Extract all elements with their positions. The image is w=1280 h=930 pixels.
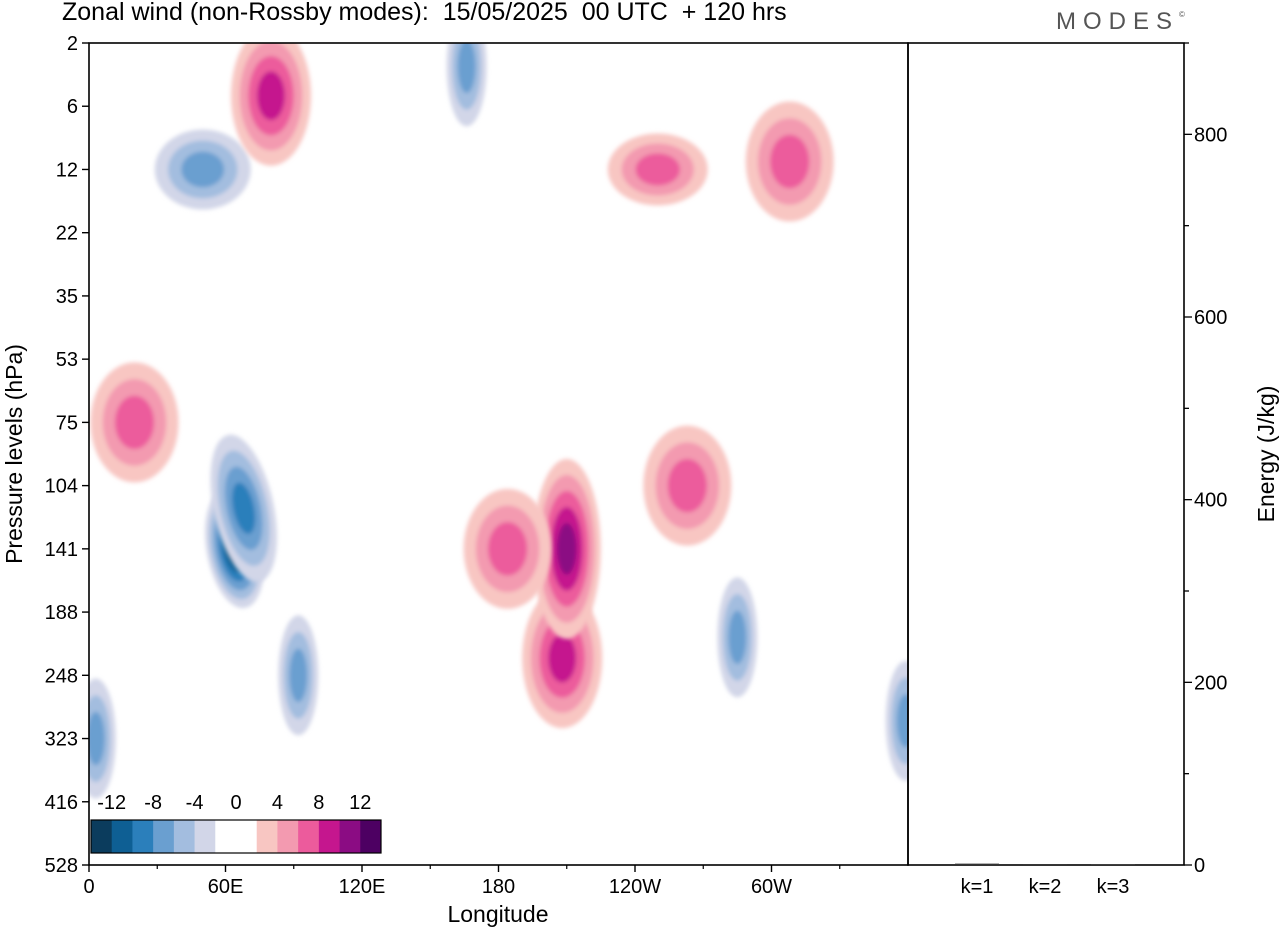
- contour-feature: [446, 43, 487, 127]
- colorbar-swatch: [236, 820, 258, 853]
- contour-feature: [607, 133, 708, 206]
- x-tick-label: 60E: [208, 876, 244, 898]
- contour-feature: [278, 615, 319, 736]
- contour-feature: [532, 458, 601, 639]
- energy-category-label: k=1: [961, 876, 994, 898]
- colorbar-frame: [90, 819, 382, 854]
- contour-feature: [210, 434, 277, 582]
- contour-band: [667, 458, 707, 513]
- energy-category-label: k=2: [1029, 876, 1062, 898]
- colorbar-swatch: [256, 820, 278, 853]
- colorbar-swatch: [173, 820, 196, 853]
- contour-band: [635, 153, 680, 186]
- energy-category-label: k=3: [1097, 876, 1130, 898]
- energy-tick-label: 600: [1194, 307, 1227, 329]
- modes-logo: MODES©: [1056, 8, 1185, 36]
- contour-band: [557, 523, 577, 575]
- colorbar-label: 0: [230, 792, 241, 814]
- colorbar-swatch: [153, 820, 175, 853]
- y-axis-label: Pressure levels (hPa): [1, 344, 27, 564]
- contour-band: [114, 395, 155, 450]
- colorbar-swatch: [277, 820, 299, 853]
- energy-tick-label: 400: [1194, 490, 1227, 512]
- y-tick-label: 75: [56, 412, 78, 434]
- colorbar-label: -8: [144, 792, 162, 814]
- x-tick-label: 0: [83, 876, 94, 898]
- y-tick-label: 528: [45, 855, 78, 877]
- energy-bar: [1091, 864, 1135, 865]
- contour-feature: [643, 425, 732, 546]
- y-tick-label: 188: [45, 602, 78, 624]
- contour-band: [257, 71, 285, 121]
- energy-frame: [907, 42, 1185, 866]
- logo-text: MODES: [1056, 8, 1180, 35]
- contour-feature: [885, 660, 908, 781]
- contour-feature: [745, 101, 834, 222]
- colorbar-label: 12: [349, 792, 371, 814]
- contour-feature: [717, 577, 758, 698]
- colorbar-swatch: [360, 820, 382, 853]
- logo-mark: ©: [1179, 10, 1185, 19]
- energy-bar: [955, 863, 999, 865]
- colorbar-swatch: [132, 820, 154, 853]
- y-tick-label: 141: [45, 539, 78, 561]
- contour-feature: [89, 678, 116, 799]
- y-tick-label: 22: [56, 223, 78, 245]
- x-tick-label: 60W: [751, 876, 792, 898]
- y-tick-label: 12: [56, 159, 78, 181]
- contour-feature: [463, 488, 552, 609]
- contour-band: [89, 711, 105, 766]
- energy-tick-label: 0: [1194, 855, 1205, 877]
- contour-band: [488, 522, 528, 576]
- colorbar-swatch: [111, 820, 133, 853]
- contour-band: [457, 43, 476, 93]
- contour-band: [232, 482, 256, 534]
- contour-field: [89, 43, 908, 799]
- contour-feature: [154, 129, 251, 210]
- contour-band: [896, 694, 908, 748]
- x-tick-label: 120E: [339, 876, 386, 898]
- y-tick-label: 104: [45, 476, 78, 498]
- contour-feature: [90, 362, 179, 483]
- y-tick-label: 35: [56, 286, 78, 308]
- y-tick-label: 323: [45, 729, 78, 751]
- x-tick-label: 180: [482, 876, 515, 898]
- y-tick-label: 6: [67, 96, 78, 118]
- colorbar-label: -12: [97, 792, 126, 814]
- contour-band: [770, 134, 810, 189]
- chart-title: Zonal wind (non-Rossby modes): 15/05/202…: [62, 0, 787, 26]
- colorbar-label: -4: [186, 792, 204, 814]
- colorbar-swatch: [91, 820, 113, 853]
- y-tick-label: 53: [56, 349, 78, 371]
- x-axis-label: Longitude: [447, 901, 548, 927]
- y-tick-label: 2: [67, 33, 78, 55]
- energy-tick-label: 200: [1194, 672, 1227, 694]
- contour-feature: [231, 43, 311, 166]
- energy-bars: k=1 k=2 k=3: [955, 863, 1135, 898]
- contour-band: [181, 151, 225, 188]
- energy-tick-label: 800: [1194, 124, 1227, 146]
- colorbar-swatch: [318, 820, 341, 853]
- colorbar-label: 8: [313, 792, 324, 814]
- colorbar: -12 -8 -4 0 4 8 12: [90, 792, 382, 854]
- colorbar-swatch: [215, 820, 237, 853]
- colorbar-swatch: [194, 820, 216, 853]
- energy-bar: [1023, 864, 1067, 865]
- contour-band: [289, 648, 308, 702]
- contour-band: [728, 610, 747, 665]
- contour-band: [548, 633, 577, 683]
- y-tick-label: 248: [45, 665, 78, 687]
- energy-axis-label: Energy (J/kg): [1253, 386, 1279, 523]
- y-tick-label: 416: [45, 792, 78, 814]
- colorbar-swatch: [339, 820, 361, 853]
- colorbar-swatch: [298, 820, 320, 853]
- colorbar-label: 4: [272, 792, 283, 814]
- x-tick-label: 120W: [609, 876, 661, 898]
